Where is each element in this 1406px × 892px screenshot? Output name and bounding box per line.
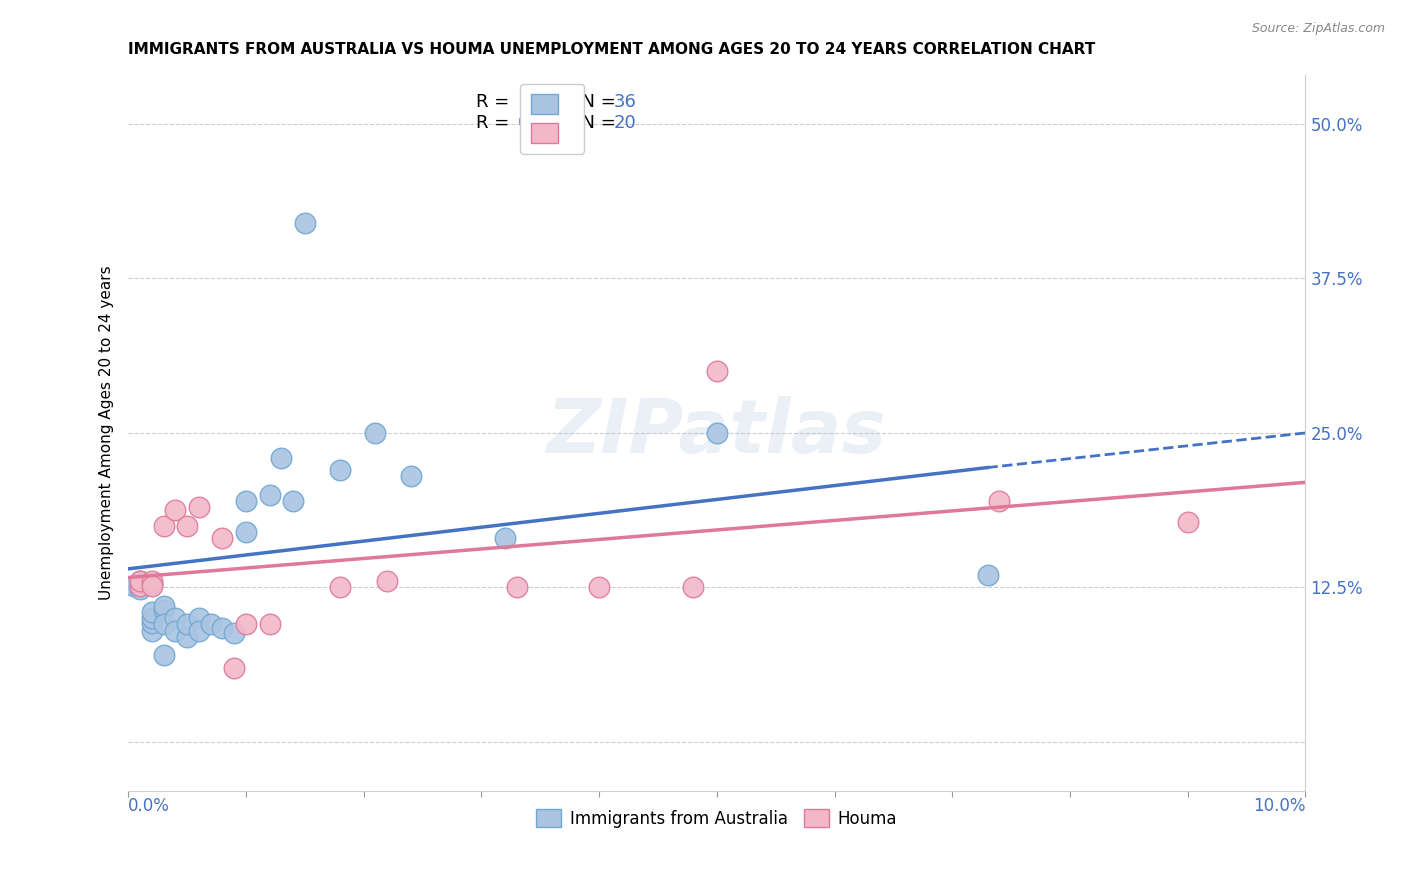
Point xyxy=(294,216,316,230)
Point xyxy=(224,626,246,640)
Point xyxy=(129,582,152,596)
Point xyxy=(141,579,163,593)
Point xyxy=(988,494,1011,508)
Text: N =: N = xyxy=(569,114,621,132)
Text: IMMIGRANTS FROM AUSTRALIA VS HOUMA UNEMPLOYMENT AMONG AGES 20 TO 24 YEARS CORREL: IMMIGRANTS FROM AUSTRALIA VS HOUMA UNEMP… xyxy=(128,42,1095,57)
Point xyxy=(200,617,222,632)
Point xyxy=(1177,515,1199,529)
Point xyxy=(329,463,352,477)
Text: ZIPatlas: ZIPatlas xyxy=(547,396,887,469)
Text: 20: 20 xyxy=(613,114,636,132)
Point xyxy=(152,602,174,616)
Text: 10.0%: 10.0% xyxy=(1253,797,1305,815)
Point xyxy=(129,579,152,593)
Point xyxy=(152,648,174,663)
Point xyxy=(270,450,292,465)
Point xyxy=(141,574,163,589)
Point xyxy=(141,611,163,625)
Point xyxy=(129,579,152,593)
Point xyxy=(706,425,728,440)
Text: 36: 36 xyxy=(613,93,636,111)
Point xyxy=(494,531,516,545)
Point xyxy=(211,531,233,545)
Text: R =: R = xyxy=(475,93,520,111)
Point xyxy=(135,576,157,591)
Point xyxy=(235,524,257,539)
Text: 0.191: 0.191 xyxy=(523,93,574,111)
Point xyxy=(235,494,257,508)
Point xyxy=(187,624,209,638)
Point xyxy=(141,624,163,638)
Text: 0.0%: 0.0% xyxy=(128,797,170,815)
Point xyxy=(329,581,352,595)
Point xyxy=(976,568,998,582)
Point xyxy=(141,616,163,631)
Point xyxy=(706,364,728,378)
Point xyxy=(176,518,198,533)
Point xyxy=(129,578,152,592)
Point xyxy=(187,611,209,625)
Point xyxy=(187,500,209,514)
Point xyxy=(129,574,152,589)
Point xyxy=(259,488,281,502)
Point xyxy=(506,581,529,595)
Point xyxy=(224,661,246,675)
Point xyxy=(141,605,163,619)
Point xyxy=(281,494,304,508)
Point xyxy=(165,611,187,625)
Point xyxy=(152,599,174,613)
Text: R =: R = xyxy=(475,114,515,132)
Point xyxy=(211,621,233,635)
Point xyxy=(141,576,163,591)
Point xyxy=(235,617,257,632)
Text: Source: ZipAtlas.com: Source: ZipAtlas.com xyxy=(1251,22,1385,36)
Text: 0.222: 0.222 xyxy=(517,114,569,132)
Point xyxy=(259,617,281,632)
Point xyxy=(399,469,422,483)
Point xyxy=(364,425,387,440)
Text: N =: N = xyxy=(569,93,621,111)
Point xyxy=(152,617,174,632)
Y-axis label: Unemployment Among Ages 20 to 24 years: Unemployment Among Ages 20 to 24 years xyxy=(100,266,114,600)
Point xyxy=(682,581,704,595)
Point xyxy=(176,617,198,632)
Point xyxy=(176,630,198,644)
Point xyxy=(375,574,398,589)
Point xyxy=(588,581,610,595)
Point xyxy=(165,502,187,516)
Point xyxy=(129,574,152,589)
Point xyxy=(152,518,174,533)
Point xyxy=(165,624,187,638)
Point xyxy=(122,579,145,593)
Legend: Immigrants from Australia, Houma: Immigrants from Australia, Houma xyxy=(530,803,904,835)
